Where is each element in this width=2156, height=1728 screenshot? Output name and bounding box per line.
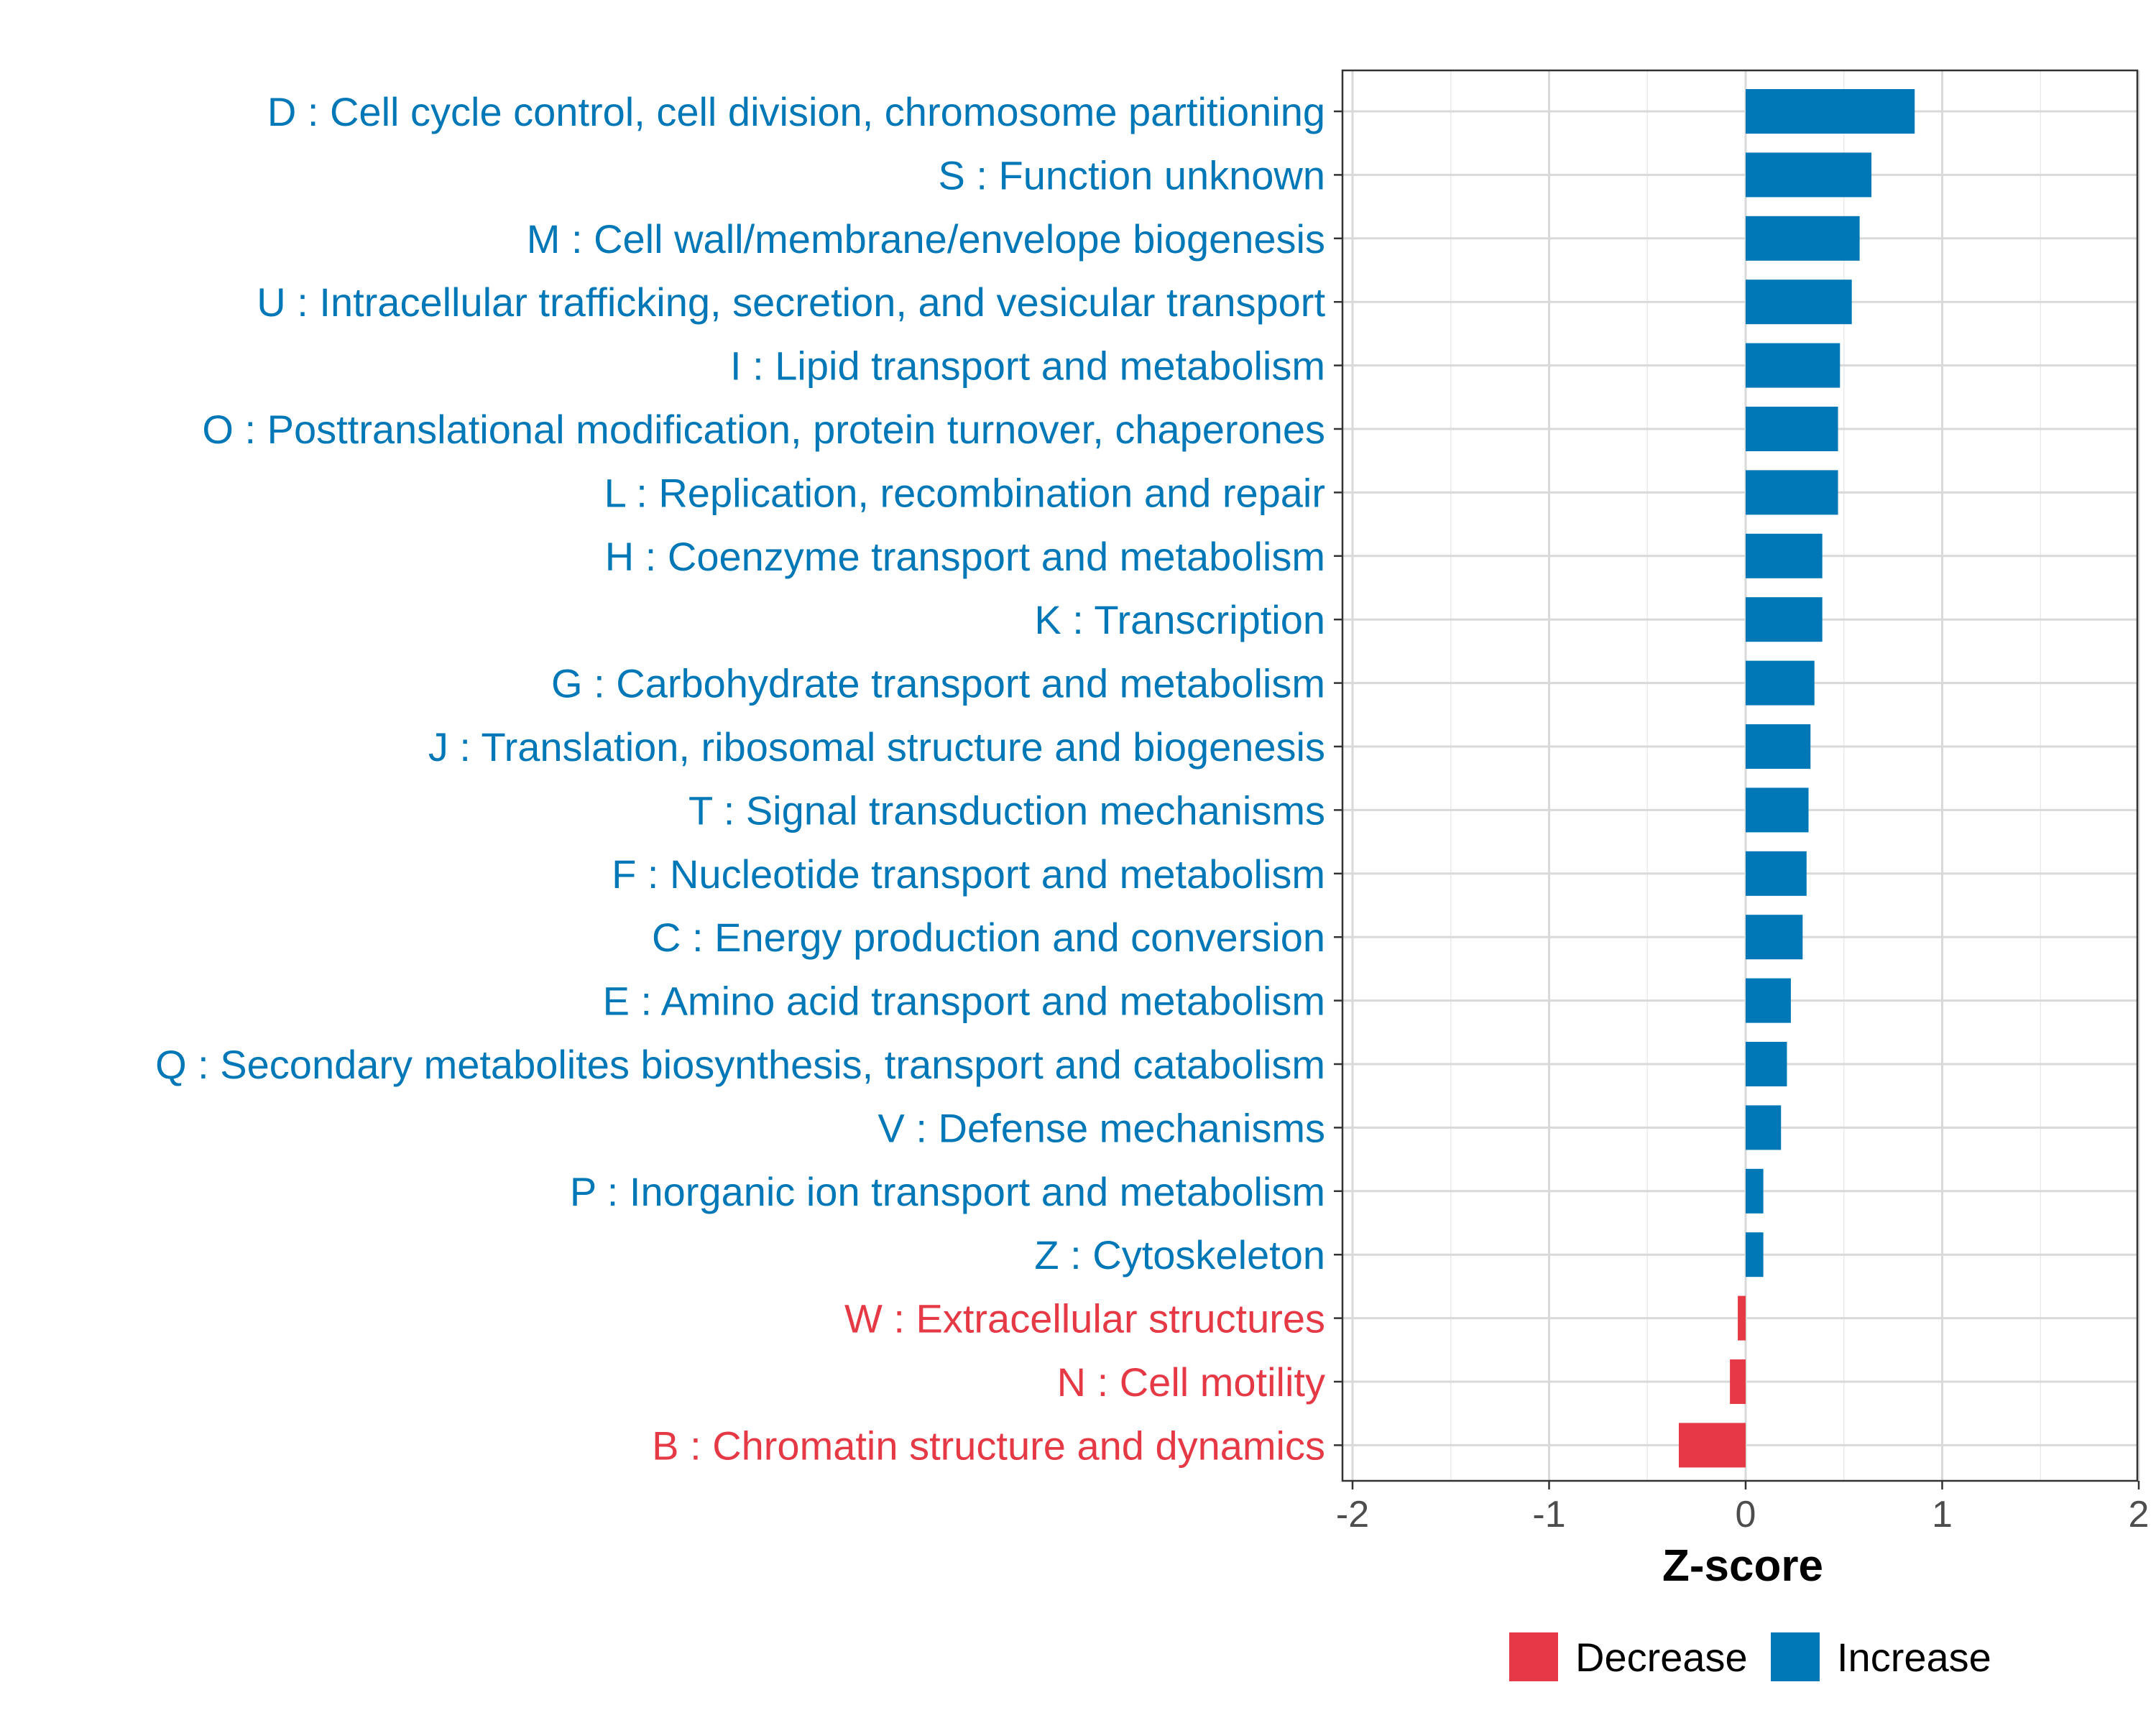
y-tick-label: Z : Cytoskeleton — [1034, 1232, 1325, 1277]
y-tick-label: V : Defense mechanisms — [878, 1105, 1325, 1150]
y-tick-label: L : Replication, recombination and repai… — [604, 470, 1325, 515]
bar — [1746, 1168, 1764, 1214]
y-tick-label: P : Inorganic ion transport and metaboli… — [570, 1169, 1325, 1214]
y-tick-label: T : Signal transduction mechanisms — [688, 787, 1325, 833]
bar — [1746, 533, 1823, 578]
bar — [1746, 407, 1838, 451]
y-tick-label: W : Extracellular structures — [844, 1296, 1325, 1341]
bar — [1746, 851, 1807, 896]
legend-key-decrease — [1509, 1632, 1558, 1681]
bar — [1746, 915, 1803, 960]
bar — [1746, 724, 1811, 769]
y-tick-label: J : Translation, ribosomal structure and… — [428, 724, 1325, 770]
legend-key-increase — [1771, 1632, 1820, 1681]
x-tick-label: 2 — [2129, 1494, 2150, 1535]
y-tick-label: F : Nucleotide transport and metabolism — [612, 851, 1325, 897]
y-tick-label: S : Function unknown — [938, 152, 1325, 198]
bar — [1746, 152, 1872, 198]
x-axis: -2 -1 0 1 2 — [1336, 1481, 2150, 1535]
bar — [1738, 1295, 1746, 1341]
bar — [1746, 1105, 1782, 1150]
y-tick-label: I : Lipid transport and metabolism — [730, 343, 1325, 389]
panel-border — [1341, 69, 2139, 1482]
x-tick-label: -1 — [1532, 1494, 1565, 1535]
y-tick-label: Q : Secondary metabolites biosynthesis, … — [155, 1042, 1325, 1087]
y-tick-label: C : Energy production and conversion — [652, 915, 1325, 960]
legend-label-decrease: Decrease — [1575, 1635, 1748, 1680]
bar — [1746, 1232, 1764, 1277]
bar — [1746, 660, 1815, 706]
x-tick-label: -2 — [1336, 1494, 1369, 1535]
legend: Decrease Increase — [1509, 1632, 1991, 1681]
y-axis: D : Cell cycle control, cell division, c… — [155, 89, 1342, 1468]
x-axis-title: Z-score — [1662, 1541, 1823, 1591]
y-tick-label: E : Amino acid transport and metabolism — [603, 979, 1325, 1024]
bar — [1746, 279, 1852, 325]
bar — [1746, 787, 1809, 833]
y-tick-label: G : Carbohydrate transport and metabolis… — [551, 661, 1325, 706]
y-tick-label: O : Posttranslational modification, prot… — [202, 407, 1325, 452]
x-tick-label: 1 — [1932, 1494, 1953, 1535]
bar — [1746, 470, 1838, 515]
bar — [1746, 89, 1915, 134]
bar — [1746, 216, 1860, 261]
bar — [1730, 1359, 1746, 1404]
y-tick-label: M : Cell wall/membrane/envelope biogenes… — [527, 216, 1325, 262]
bar-layer — [1679, 89, 1915, 1468]
y-tick-label: B : Chromatin structure and dynamics — [652, 1423, 1325, 1468]
bar — [1746, 343, 1841, 388]
bar — [1746, 1042, 1787, 1086]
legend-label-increase: Increase — [1837, 1635, 1991, 1680]
bar — [1746, 597, 1823, 642]
y-tick-label: K : Transcription — [1034, 597, 1325, 642]
y-tick-label: H : Coenzyme transport and metabolism — [605, 534, 1325, 579]
y-tick-label: N : Cell motility — [1057, 1359, 1325, 1405]
x-tick-label: 0 — [1736, 1494, 1756, 1535]
y-tick-label: D : Cell cycle control, cell division, c… — [267, 89, 1325, 134]
y-tick-label: U : Intracellular trafficking, secretion… — [257, 279, 1325, 325]
bar — [1746, 978, 1791, 1023]
bar — [1679, 1423, 1746, 1468]
